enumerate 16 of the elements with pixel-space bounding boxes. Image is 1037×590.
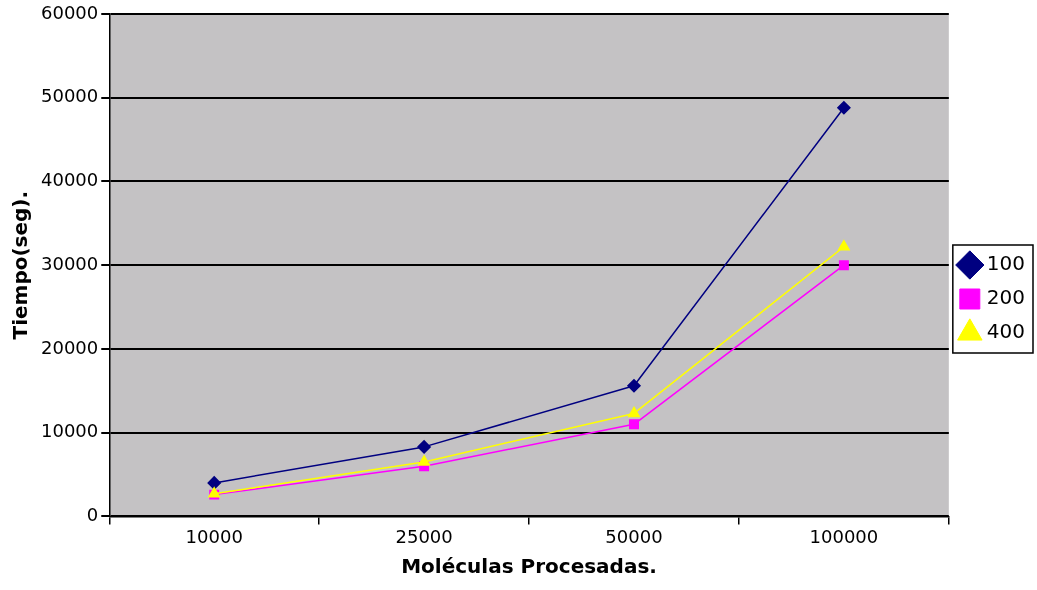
x-tick-label: 25000 bbox=[395, 525, 453, 547]
y-axis-title: Tiempo(seg). bbox=[8, 190, 33, 340]
y-tick-label: 50000 bbox=[41, 85, 99, 107]
x-tick-label: 100000 bbox=[809, 525, 879, 547]
x-axis-title: Moléculas Procesadas. bbox=[401, 554, 657, 579]
y-tick-label: 60000 bbox=[41, 1, 99, 23]
y-tick-label: 10000 bbox=[41, 420, 99, 442]
legend-label: 100 bbox=[986, 251, 1026, 276]
y-tick-label: 20000 bbox=[41, 336, 99, 358]
y-tick-label: 30000 bbox=[41, 252, 99, 274]
y-tick-label: 40000 bbox=[41, 169, 99, 191]
y-tick-label: 0 bbox=[86, 504, 99, 526]
x-tick-label: 10000 bbox=[185, 525, 243, 547]
legend-label: 400 bbox=[986, 319, 1026, 344]
x-tick-label: 50000 bbox=[605, 525, 663, 547]
legend-label: 200 bbox=[986, 285, 1026, 310]
